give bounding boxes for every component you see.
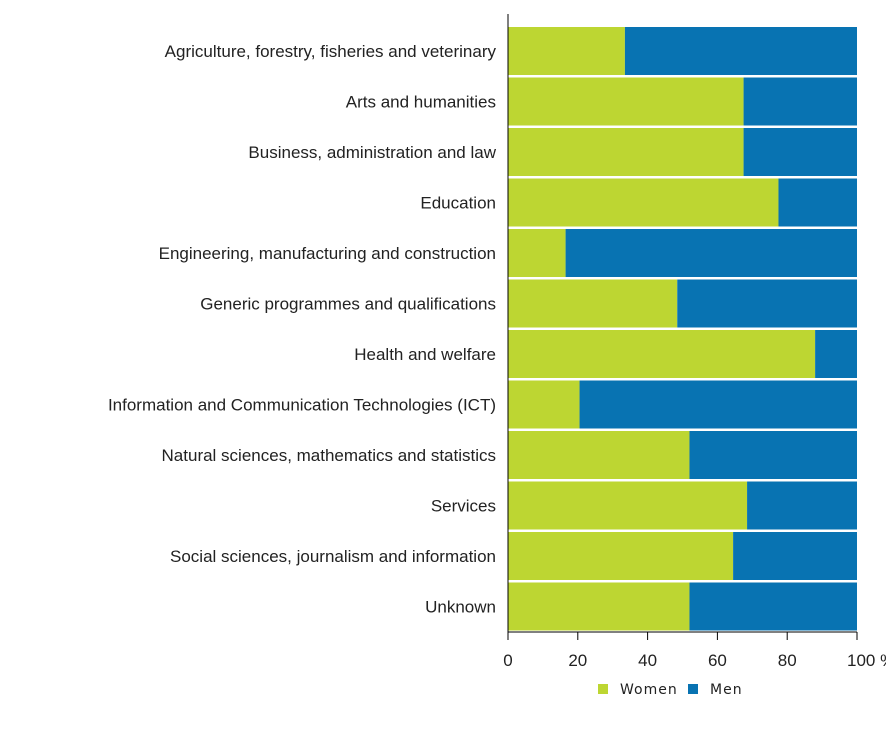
x-tick-label: 60 [708, 651, 727, 670]
category-labels: Agriculture, forestry, fisheries and vet… [108, 42, 497, 617]
bar-women [508, 229, 566, 277]
x-tick-label: 0 [503, 651, 512, 670]
category-label: Agriculture, forestry, fisheries and vet… [165, 42, 497, 61]
category-label: Unknown [425, 598, 496, 617]
bar-women [508, 27, 625, 75]
bar-women [508, 330, 816, 378]
category-label: Business, administration and law [248, 143, 496, 162]
bar-men [624, 27, 857, 75]
bar-men [677, 279, 857, 328]
bar-women [508, 532, 734, 580]
bar-men [743, 128, 857, 176]
bar-men [733, 532, 857, 580]
bar-women [508, 481, 748, 530]
legend-label-women: Women [620, 682, 678, 698]
bar-men [743, 77, 857, 126]
category-label: Engineering, manufacturing and construct… [159, 244, 496, 263]
bar-men [778, 178, 857, 227]
legend-swatch-men [688, 684, 698, 694]
bar-women [508, 178, 779, 227]
bar-women [508, 431, 690, 479]
bar-women [508, 128, 744, 176]
x-tick-label: 40 [638, 651, 657, 670]
x-tick-label: 100 % [847, 651, 886, 670]
legend: Women Men [598, 682, 743, 698]
category-label: Social sciences, journalism and informat… [170, 547, 496, 566]
category-label: Generic programmes and qualifications [200, 295, 496, 314]
category-label: Information and Communication Technologi… [108, 396, 496, 415]
category-label: Natural sciences, mathematics and statis… [162, 446, 496, 465]
bar-men [689, 431, 857, 479]
x-axis-ticks: 0 20 40 60 80 100 % [503, 632, 886, 670]
bar-men [579, 380, 857, 429]
bar-men [815, 330, 857, 378]
category-label: Education [420, 194, 496, 213]
x-tick-label: 80 [778, 651, 797, 670]
category-label: Arts and humanities [346, 93, 496, 112]
bar-women [508, 582, 690, 631]
legend-swatch-women [598, 684, 608, 694]
legend-label-men: Men [710, 682, 743, 698]
x-tick-label: 20 [568, 651, 587, 670]
bar-men [565, 229, 857, 277]
category-label: Services [431, 497, 496, 516]
bar-women [508, 77, 744, 126]
bar-men [747, 481, 857, 530]
bar-women [508, 380, 580, 429]
category-label: Health and welfare [354, 345, 496, 364]
bars [508, 27, 857, 631]
bar-men [689, 582, 857, 631]
bar-women [508, 279, 678, 328]
